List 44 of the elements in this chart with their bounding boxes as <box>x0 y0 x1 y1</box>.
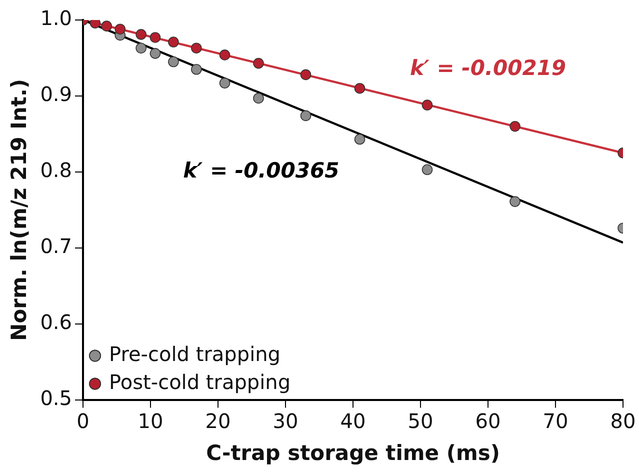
y-tick-label: 0.5 <box>40 386 72 410</box>
x-tick-label: 60 <box>475 409 501 434</box>
point <box>136 42 146 54</box>
point <box>300 69 312 80</box>
x-tick-label: 20 <box>205 409 231 434</box>
y-tick-label: 0.6 <box>40 310 72 334</box>
point <box>219 78 230 88</box>
annotation: k′ = -0.00365 <box>183 158 340 182</box>
point <box>168 56 179 68</box>
y-tick-label: 0.9 <box>40 82 72 106</box>
point <box>191 64 202 75</box>
x-tick-label: 50 <box>408 409 434 434</box>
point <box>150 48 161 59</box>
annotation: k′ = -0.00219 <box>410 56 566 80</box>
y-tick-label: 0.7 <box>40 234 72 258</box>
legend-label: Post-cold trapping <box>109 370 291 394</box>
point <box>510 120 520 132</box>
point <box>422 164 433 176</box>
point <box>136 29 146 40</box>
y-tick-label: 0.8 <box>40 158 72 182</box>
point <box>101 20 112 32</box>
x-tick-label: 80 <box>610 409 636 434</box>
point <box>253 92 264 104</box>
point <box>168 36 179 48</box>
y-axis-title: Norm. ln(m/z 219 Int.) <box>7 78 32 341</box>
point <box>90 20 101 28</box>
point <box>354 82 366 94</box>
x-tick-label: 30 <box>272 409 298 434</box>
point <box>354 134 366 145</box>
point <box>253 58 264 69</box>
point <box>191 42 202 54</box>
y-tick-label: 1.0 <box>40 6 72 30</box>
x-axis-title: C-trap storage time (ms) <box>206 440 500 465</box>
x-tick-label: 10 <box>138 409 164 434</box>
x-tick-label: 0 <box>76 409 90 434</box>
point <box>510 196 520 207</box>
x-tick-label: 40 <box>340 409 366 434</box>
x-tick-label: 70 <box>542 409 568 434</box>
point <box>422 100 433 110</box>
point <box>300 110 312 122</box>
point <box>114 24 126 35</box>
point <box>219 50 230 60</box>
point <box>150 32 161 43</box>
legend-label: Pre-cold trapping <box>109 342 281 366</box>
